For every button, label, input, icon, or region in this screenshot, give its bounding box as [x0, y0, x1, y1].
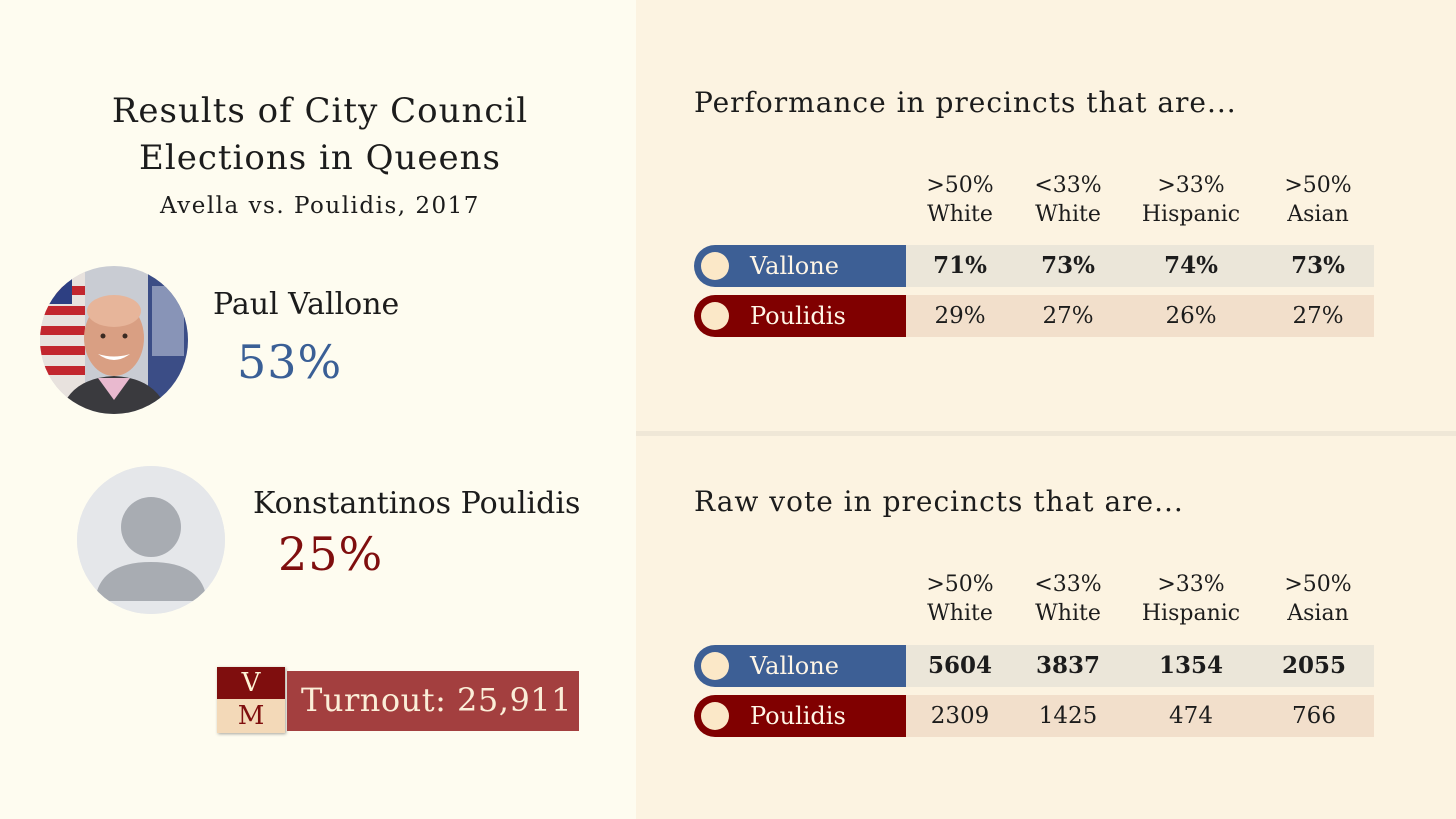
col-head-bottom: White	[927, 202, 993, 227]
page-subtitle: Avella vs. Poulidis, 2017	[160, 193, 480, 219]
col-head-asian: >50% Asian	[1253, 570, 1383, 628]
col-head-top: >33%	[1157, 572, 1225, 597]
row-label-poulidis: Poulidis	[694, 295, 906, 337]
circle-icon	[701, 702, 729, 730]
col-head-asian: >50% Asian	[1253, 171, 1383, 229]
row-label-text: Poulidis	[750, 302, 846, 330]
row-label-poulidis: Poulidis	[694, 695, 906, 737]
page-title: Results of City Council Elections in Que…	[40, 88, 600, 182]
user-placeholder-icon	[77, 466, 225, 614]
candidate-name-vallone: Paul Vallone	[213, 287, 400, 322]
row-label-text: Vallone	[750, 652, 839, 680]
candidate-pct-vallone: 53%	[237, 335, 343, 389]
table-cell: 3837	[1035, 652, 1100, 679]
vm-logo: V M	[217, 667, 285, 733]
col-head-top: >33%	[1157, 173, 1225, 198]
col-head-top: <33%	[1034, 572, 1102, 597]
table-cell: 474	[1169, 703, 1213, 729]
table-row-vallone: 71% 73% 74% 73%	[906, 245, 1374, 287]
candidate-photo-vallone	[40, 266, 188, 414]
table-cell: 27%	[1292, 303, 1344, 329]
col-head-hispanic: >33% Hispanic	[1126, 171, 1256, 229]
candidate-photo-poulidis	[77, 466, 225, 614]
col-head-bottom: White	[1035, 202, 1101, 227]
col-head-top: >50%	[1284, 572, 1352, 597]
table-row-vallone: 5604 3837 1354 2055	[906, 645, 1374, 687]
col-head-bottom: White	[1035, 601, 1101, 626]
col-head-bottom: Asian	[1287, 202, 1349, 227]
raw-vote-title: Raw vote in precincts that are...	[694, 485, 1184, 518]
table-row-poulidis: 29% 27% 26% 27%	[906, 295, 1374, 337]
candidate-pct-poulidis: 25%	[278, 527, 384, 581]
col-head-top: >50%	[926, 572, 994, 597]
col-head-top: <33%	[1034, 173, 1102, 198]
col-head-top: >50%	[926, 173, 994, 198]
table-cell: 27%	[1042, 303, 1094, 329]
col-head-white-majority: >50% White	[895, 570, 1025, 628]
row-label-text: Poulidis	[750, 702, 846, 730]
circle-icon	[701, 302, 729, 330]
col-head-bottom: Asian	[1287, 601, 1349, 626]
table-cell: 73%	[1041, 252, 1095, 279]
left-panel: Results of City Council Elections in Que…	[0, 0, 636, 819]
table-cell: 766	[1292, 703, 1336, 729]
logo-letter-top: V	[217, 667, 285, 699]
table-cell: 2055	[1281, 652, 1346, 679]
col-head-top: >50%	[1284, 173, 1352, 198]
table-cell: 71%	[933, 252, 987, 279]
turnout-banner: Turnout: 25,911	[287, 671, 579, 731]
col-head-white-majority: >50% White	[895, 171, 1025, 229]
col-head-bottom: White	[927, 601, 993, 626]
table-cell: 2309	[930, 703, 990, 729]
table-cell: 73%	[1291, 252, 1345, 279]
table-cell: 1354	[1158, 652, 1223, 679]
circle-icon	[701, 652, 729, 680]
performance-title: Performance in precincts that are...	[694, 86, 1237, 119]
table-cell: 74%	[1164, 252, 1218, 279]
candidate-name-poulidis: Konstantinos Poulidis	[253, 486, 581, 521]
col-head-bottom: Hispanic	[1141, 202, 1241, 227]
col-head-hispanic: >33% Hispanic	[1126, 570, 1256, 628]
section-divider	[636, 431, 1456, 436]
title-line-2: Elections in Queens	[139, 138, 501, 178]
table-cell: 26%	[1165, 303, 1217, 329]
col-head-bottom: Hispanic	[1141, 601, 1241, 626]
row-label-vallone: Vallone	[694, 245, 906, 287]
table-cell: 5604	[927, 652, 992, 679]
title-line-1: Results of City Council	[111, 91, 529, 131]
table-cell: 1425	[1038, 703, 1098, 729]
table-cell: 29%	[934, 303, 986, 329]
col-head-white-minority: <33% White	[1003, 570, 1133, 628]
right-panel: Performance in precincts that are... >50…	[636, 0, 1456, 819]
logo-letter-bottom: M	[217, 699, 285, 733]
table-row-poulidis: 2309 1425 474 766	[906, 695, 1374, 737]
circle-icon	[701, 252, 729, 280]
row-label-vallone: Vallone	[694, 645, 906, 687]
person-photo-icon	[40, 266, 188, 414]
row-label-text: Vallone	[750, 252, 839, 280]
col-head-white-minority: <33% White	[1003, 171, 1133, 229]
